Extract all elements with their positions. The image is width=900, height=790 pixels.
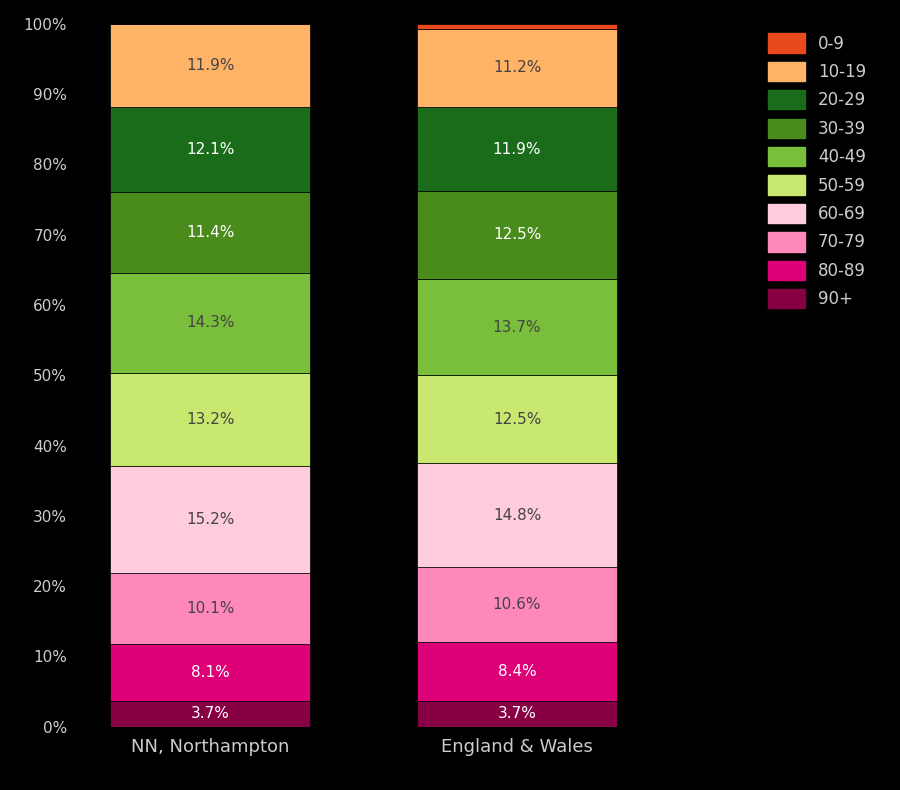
Bar — [418, 567, 616, 641]
Bar — [111, 273, 310, 373]
Bar — [111, 24, 310, 107]
Text: 3.7%: 3.7% — [191, 706, 230, 721]
Text: 13.7%: 13.7% — [493, 320, 541, 335]
Bar — [418, 191, 616, 279]
Text: 12.5%: 12.5% — [493, 412, 541, 427]
Bar — [418, 107, 616, 191]
Text: 15.2%: 15.2% — [186, 512, 234, 527]
Bar — [111, 573, 310, 644]
Text: 12.1%: 12.1% — [186, 142, 234, 157]
Bar — [418, 279, 616, 375]
Bar — [111, 107, 310, 193]
Bar — [418, 463, 616, 567]
Bar — [111, 644, 310, 701]
Bar — [418, 24, 616, 28]
Bar — [418, 701, 616, 727]
Legend: 0-9, 10-19, 20-29, 30-39, 40-49, 50-59, 60-69, 70-79, 80-89, 90+: 0-9, 10-19, 20-29, 30-39, 40-49, 50-59, … — [760, 25, 875, 317]
Bar — [418, 641, 616, 701]
Bar — [111, 466, 310, 573]
Text: 11.9%: 11.9% — [493, 141, 541, 156]
Text: 13.2%: 13.2% — [186, 412, 234, 427]
Bar — [418, 28, 616, 107]
Text: 11.2%: 11.2% — [493, 61, 541, 76]
Bar — [418, 375, 616, 463]
Text: 11.4%: 11.4% — [186, 225, 234, 240]
Text: 8.4%: 8.4% — [498, 664, 536, 679]
Text: 12.5%: 12.5% — [493, 228, 541, 243]
Bar — [111, 701, 310, 727]
Text: 8.1%: 8.1% — [191, 665, 230, 680]
Bar — [111, 193, 310, 273]
Text: 14.8%: 14.8% — [493, 508, 541, 523]
Text: 14.3%: 14.3% — [186, 315, 234, 330]
Text: 11.9%: 11.9% — [186, 58, 234, 73]
Text: 3.7%: 3.7% — [498, 706, 536, 721]
Text: 10.1%: 10.1% — [186, 601, 234, 616]
Bar — [111, 373, 310, 466]
Text: 10.6%: 10.6% — [493, 597, 541, 612]
